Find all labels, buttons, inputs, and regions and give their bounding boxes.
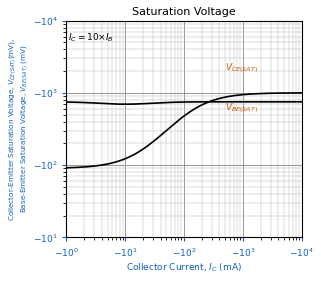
X-axis label: Collector Current, $I_C$ (mA): Collector Current, $I_C$ (mA) — [126, 262, 242, 274]
Text: $V_{CE(SAT)}$: $V_{CE(SAT)}$ — [225, 61, 258, 75]
Text: $I_C=10{\times}I_B$: $I_C=10{\times}I_B$ — [68, 32, 114, 44]
Title: Saturation Voltage: Saturation Voltage — [132, 7, 236, 17]
Text: $V_{BE(SAT)}$: $V_{BE(SAT)}$ — [225, 101, 258, 115]
Y-axis label: Collector-Emitter Saturation Voltage, $V_{CE(SAT)}$(mV),
Base-Emitter Saturation: Collector-Emitter Saturation Voltage, $V… — [7, 37, 30, 221]
